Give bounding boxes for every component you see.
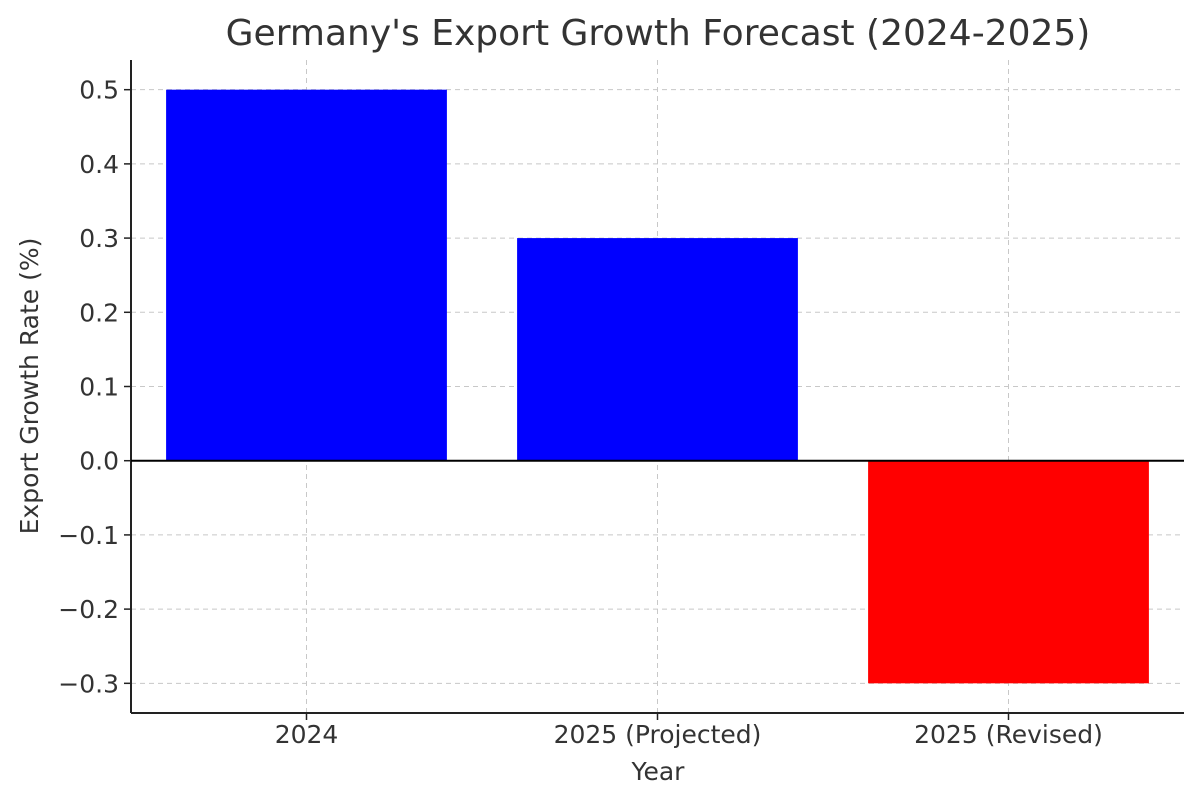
y-tick-label: 0.1	[79, 373, 119, 402]
y-tick-label: 0.3	[79, 224, 119, 253]
y-tick-label: 0.4	[79, 150, 119, 179]
y-tick-label: 0.2	[79, 298, 119, 327]
y-axis-label: Export Growth Rate (%)	[15, 238, 44, 535]
y-tick-label: −0.3	[58, 669, 119, 698]
y-tick-label: −0.2	[58, 595, 119, 624]
bar-2	[868, 460, 1149, 684]
x-tick-label: 2025 (Revised)	[914, 720, 1103, 749]
x-tick-label: 2024	[275, 720, 339, 749]
x-tick-label: 2025 (Projected)	[554, 720, 762, 749]
x-axis-label: Year	[631, 757, 686, 786]
ticks: 0.5 0.4 0.3 0.2 0.1 0.0 −0.1 −0.2 −0.3 2024 2025 (…	[58, 76, 1103, 749]
chart-title: Germany's Export Growth Forecast (2024-2…	[226, 13, 1091, 54]
y-tick-label: 0.5	[79, 76, 119, 105]
y-tick-label: 0.0	[79, 447, 119, 476]
y-tick-label: −0.1	[58, 521, 119, 550]
bar-0	[166, 89, 447, 461]
bars	[166, 89, 1149, 684]
bar-1	[517, 238, 798, 461]
